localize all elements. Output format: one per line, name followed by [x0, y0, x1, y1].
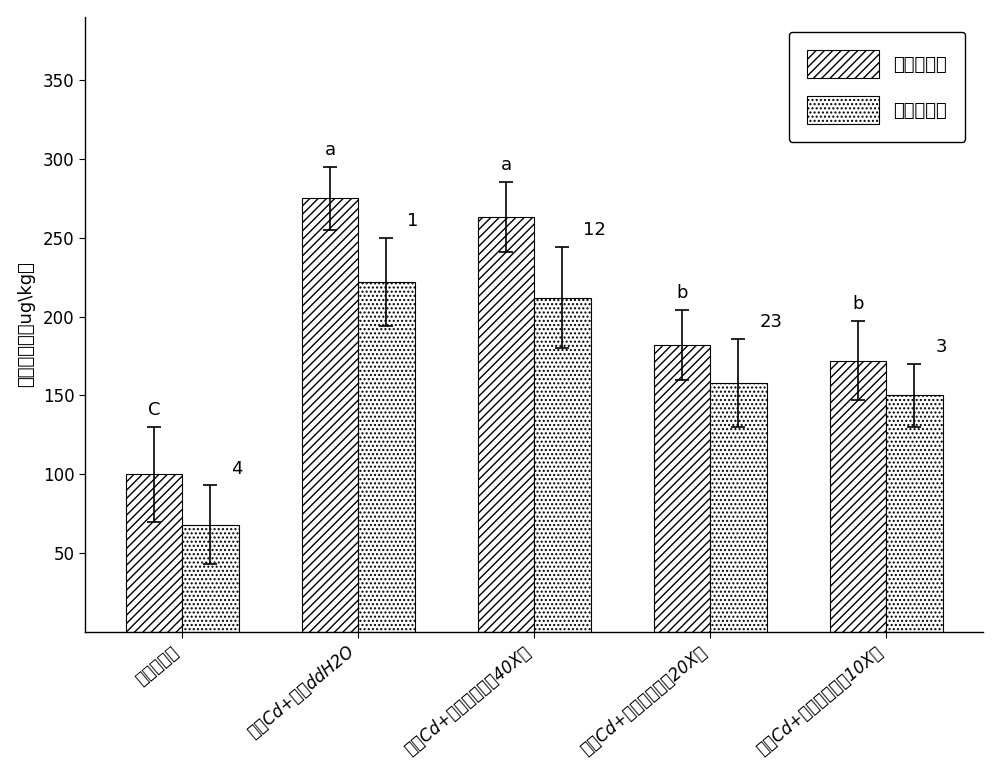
- Bar: [182, 525, 239, 632]
- Bar: [302, 198, 358, 632]
- Text: 4: 4: [231, 460, 243, 477]
- Text: a: a: [500, 157, 512, 174]
- Text: a: a: [324, 141, 336, 159]
- Text: 1: 1: [407, 212, 419, 229]
- Bar: [358, 282, 415, 632]
- Bar: [710, 383, 767, 632]
- Text: 23: 23: [759, 313, 782, 331]
- Y-axis label: 糙米镞含量（ug\kg）: 糙米镞含量（ug\kg）: [17, 261, 35, 388]
- Bar: [478, 217, 534, 632]
- Text: b: b: [852, 295, 864, 313]
- Text: C: C: [148, 401, 160, 419]
- Text: b: b: [676, 284, 688, 302]
- Bar: [534, 298, 591, 632]
- Bar: [886, 395, 943, 632]
- Text: 12: 12: [583, 221, 606, 239]
- Bar: [126, 474, 182, 632]
- Legend: 粘稻镞含量, 米稻镞含量: 粘稻镞含量, 米稻镞含量: [789, 32, 965, 142]
- Bar: [830, 360, 886, 632]
- Text: 3: 3: [935, 338, 947, 356]
- Bar: [654, 345, 710, 632]
